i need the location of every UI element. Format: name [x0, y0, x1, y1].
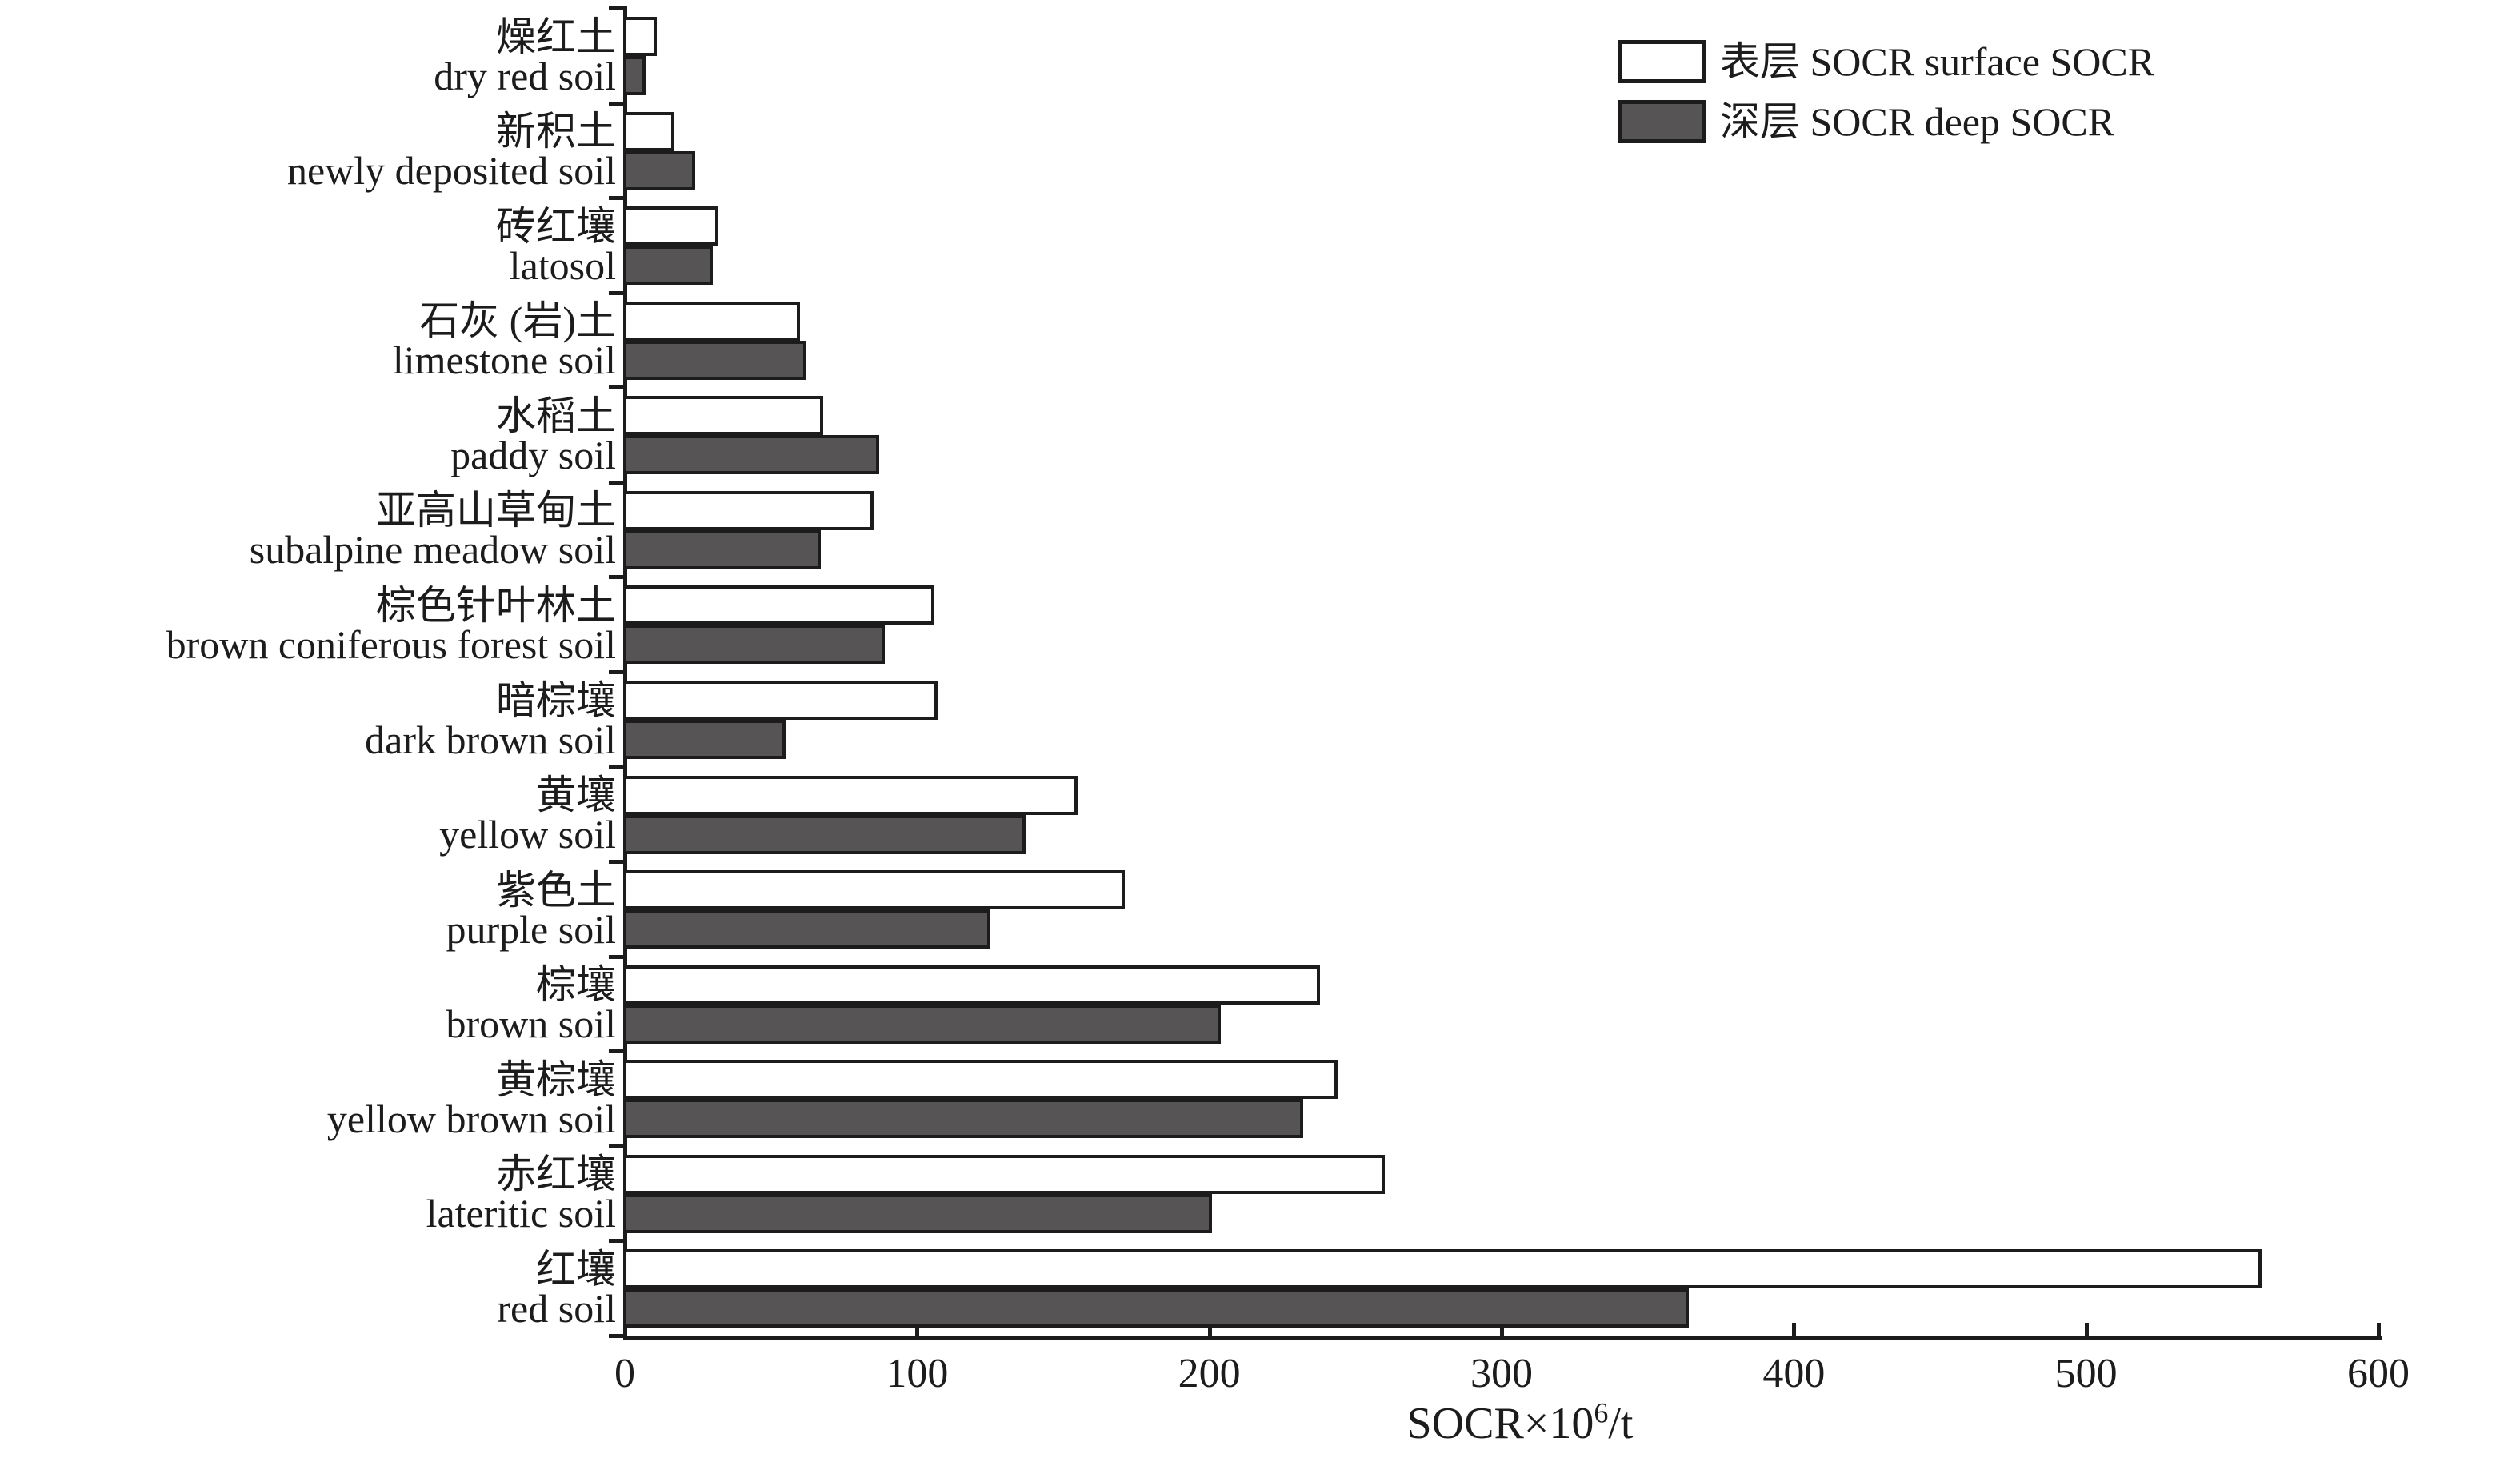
y-axis-group-tick	[609, 1049, 623, 1054]
category-label-zh: 亚高山草甸土	[376, 488, 616, 533]
surface-bar	[623, 870, 1125, 910]
category-label-en: yellow soil	[439, 812, 616, 857]
deep-bar	[623, 1099, 1303, 1139]
surface-bar	[623, 396, 824, 436]
y-axis-group-tick	[609, 954, 623, 959]
x-axis-tick-label: 100	[886, 1351, 949, 1396]
x-axis-tick-label: 400	[1762, 1351, 1826, 1396]
deep-bar	[623, 1288, 1689, 1328]
deep-bar	[623, 909, 990, 949]
legend-deep-swatch	[1618, 100, 1706, 143]
category-label-en: lateritic soil	[426, 1191, 616, 1236]
surface-bar	[623, 585, 935, 625]
x-axis-tick	[2377, 1323, 2381, 1336]
y-axis-group-tick	[609, 1239, 623, 1244]
x-axis-tick	[1207, 1323, 1212, 1336]
x-axis-title-exponent: 6	[1594, 1396, 1609, 1429]
x-axis-tick	[1500, 1323, 1504, 1336]
legend-surface-swatch	[1618, 40, 1706, 83]
y-axis-line	[623, 6, 627, 1340]
y-axis-group-tick	[609, 6, 623, 10]
x-axis-tick	[915, 1323, 920, 1336]
x-axis-title-suffix: /t	[1608, 1399, 1634, 1448]
deep-bar	[623, 1004, 1222, 1044]
deep-bar	[623, 720, 786, 759]
category-label-en: red soil	[497, 1285, 616, 1331]
x-axis-tick-label: 600	[2347, 1351, 2410, 1396]
surface-bar	[623, 1060, 1338, 1100]
deep-bar	[623, 56, 646, 95]
y-axis-group-tick	[609, 765, 623, 769]
category-label-en: newly deposited soil	[286, 148, 616, 194]
surface-bar	[623, 965, 1321, 1005]
x-axis-title: SOCR×106/t	[1120, 1398, 1920, 1449]
category-label-en: paddy soil	[450, 432, 616, 477]
x-axis-line	[623, 1336, 2382, 1340]
surface-bar	[623, 490, 874, 530]
deep-bar	[623, 150, 695, 190]
deep-bar	[623, 529, 821, 569]
surface-bar	[623, 17, 658, 56]
x-axis-tick	[2084, 1323, 2089, 1336]
y-axis-group-tick	[609, 480, 623, 485]
deep-bar	[623, 625, 886, 665]
deep-bar	[623, 1193, 1213, 1233]
surface-bar	[623, 775, 1078, 815]
legend-deep-label: 深层 SOCR deep SOCR	[1720, 99, 2115, 144]
category-label-en: dark brown soil	[365, 717, 616, 762]
x-axis-title-prefix: SOCR×10	[1406, 1399, 1594, 1448]
y-axis-group-tick	[609, 575, 623, 580]
category-label-en: dry red soil	[434, 53, 616, 98]
category-label-en: purple soil	[446, 906, 616, 952]
y-axis-group-tick	[609, 290, 623, 295]
category-label-en: brown coniferous forest soil	[166, 621, 616, 667]
x-axis-tick-label: 0	[614, 1351, 635, 1396]
y-axis-group-tick	[609, 101, 623, 106]
category-label-en: yellow brown soil	[326, 1096, 616, 1141]
category-label-zh: 砖红壤	[496, 203, 616, 249]
category-label-zh: 水稻土	[496, 393, 616, 438]
surface-bar	[623, 111, 675, 151]
surface-bar	[623, 1249, 2262, 1289]
y-axis-group-tick	[609, 196, 623, 201]
x-axis-tick-label: 500	[2054, 1351, 2118, 1396]
surface-bar	[623, 681, 938, 720]
y-axis-group-tick	[609, 1334, 623, 1338]
surface-bar	[623, 206, 718, 246]
category-label-zh: 红壤	[536, 1246, 616, 1292]
surface-bar	[623, 301, 801, 341]
legend-surface-label: 表层 SOCR surface SOCR	[1720, 39, 2155, 84]
deep-bar	[623, 435, 879, 475]
category-label-zh: 新积土	[496, 109, 616, 154]
surface-bar	[623, 1154, 1385, 1194]
category-label-zh: 黄壤	[536, 773, 616, 818]
x-axis-tick	[1792, 1323, 1797, 1336]
category-label-en: latosol	[509, 242, 616, 288]
category-label-zh: 棕壤	[536, 962, 616, 1008]
x-axis-tick-label: 300	[1470, 1351, 1533, 1396]
x-axis-tick-label: 200	[1178, 1351, 1241, 1396]
category-label-en: limestone soil	[392, 338, 616, 383]
y-axis-group-tick	[609, 860, 623, 865]
category-label-zh: 黄棕壤	[496, 1057, 616, 1102]
category-label-zh: 暗棕壤	[496, 677, 616, 723]
deep-bar	[623, 814, 1026, 854]
y-axis-group-tick	[609, 1144, 623, 1148]
category-label-zh: 紫色土	[496, 867, 616, 913]
category-label-en: brown soil	[446, 1001, 617, 1047]
deep-bar	[623, 246, 713, 286]
y-axis-group-tick	[609, 385, 623, 390]
category-label-zh: 赤红壤	[496, 1152, 616, 1197]
category-label-zh: 石灰 (岩)土	[419, 298, 616, 344]
category-label-zh: 燥红土	[496, 14, 616, 59]
deep-bar	[623, 340, 806, 380]
category-label-en: subalpine meadow soil	[249, 527, 616, 573]
category-label-zh: 棕色针叶林土	[376, 582, 616, 628]
y-axis-group-tick	[609, 670, 623, 674]
